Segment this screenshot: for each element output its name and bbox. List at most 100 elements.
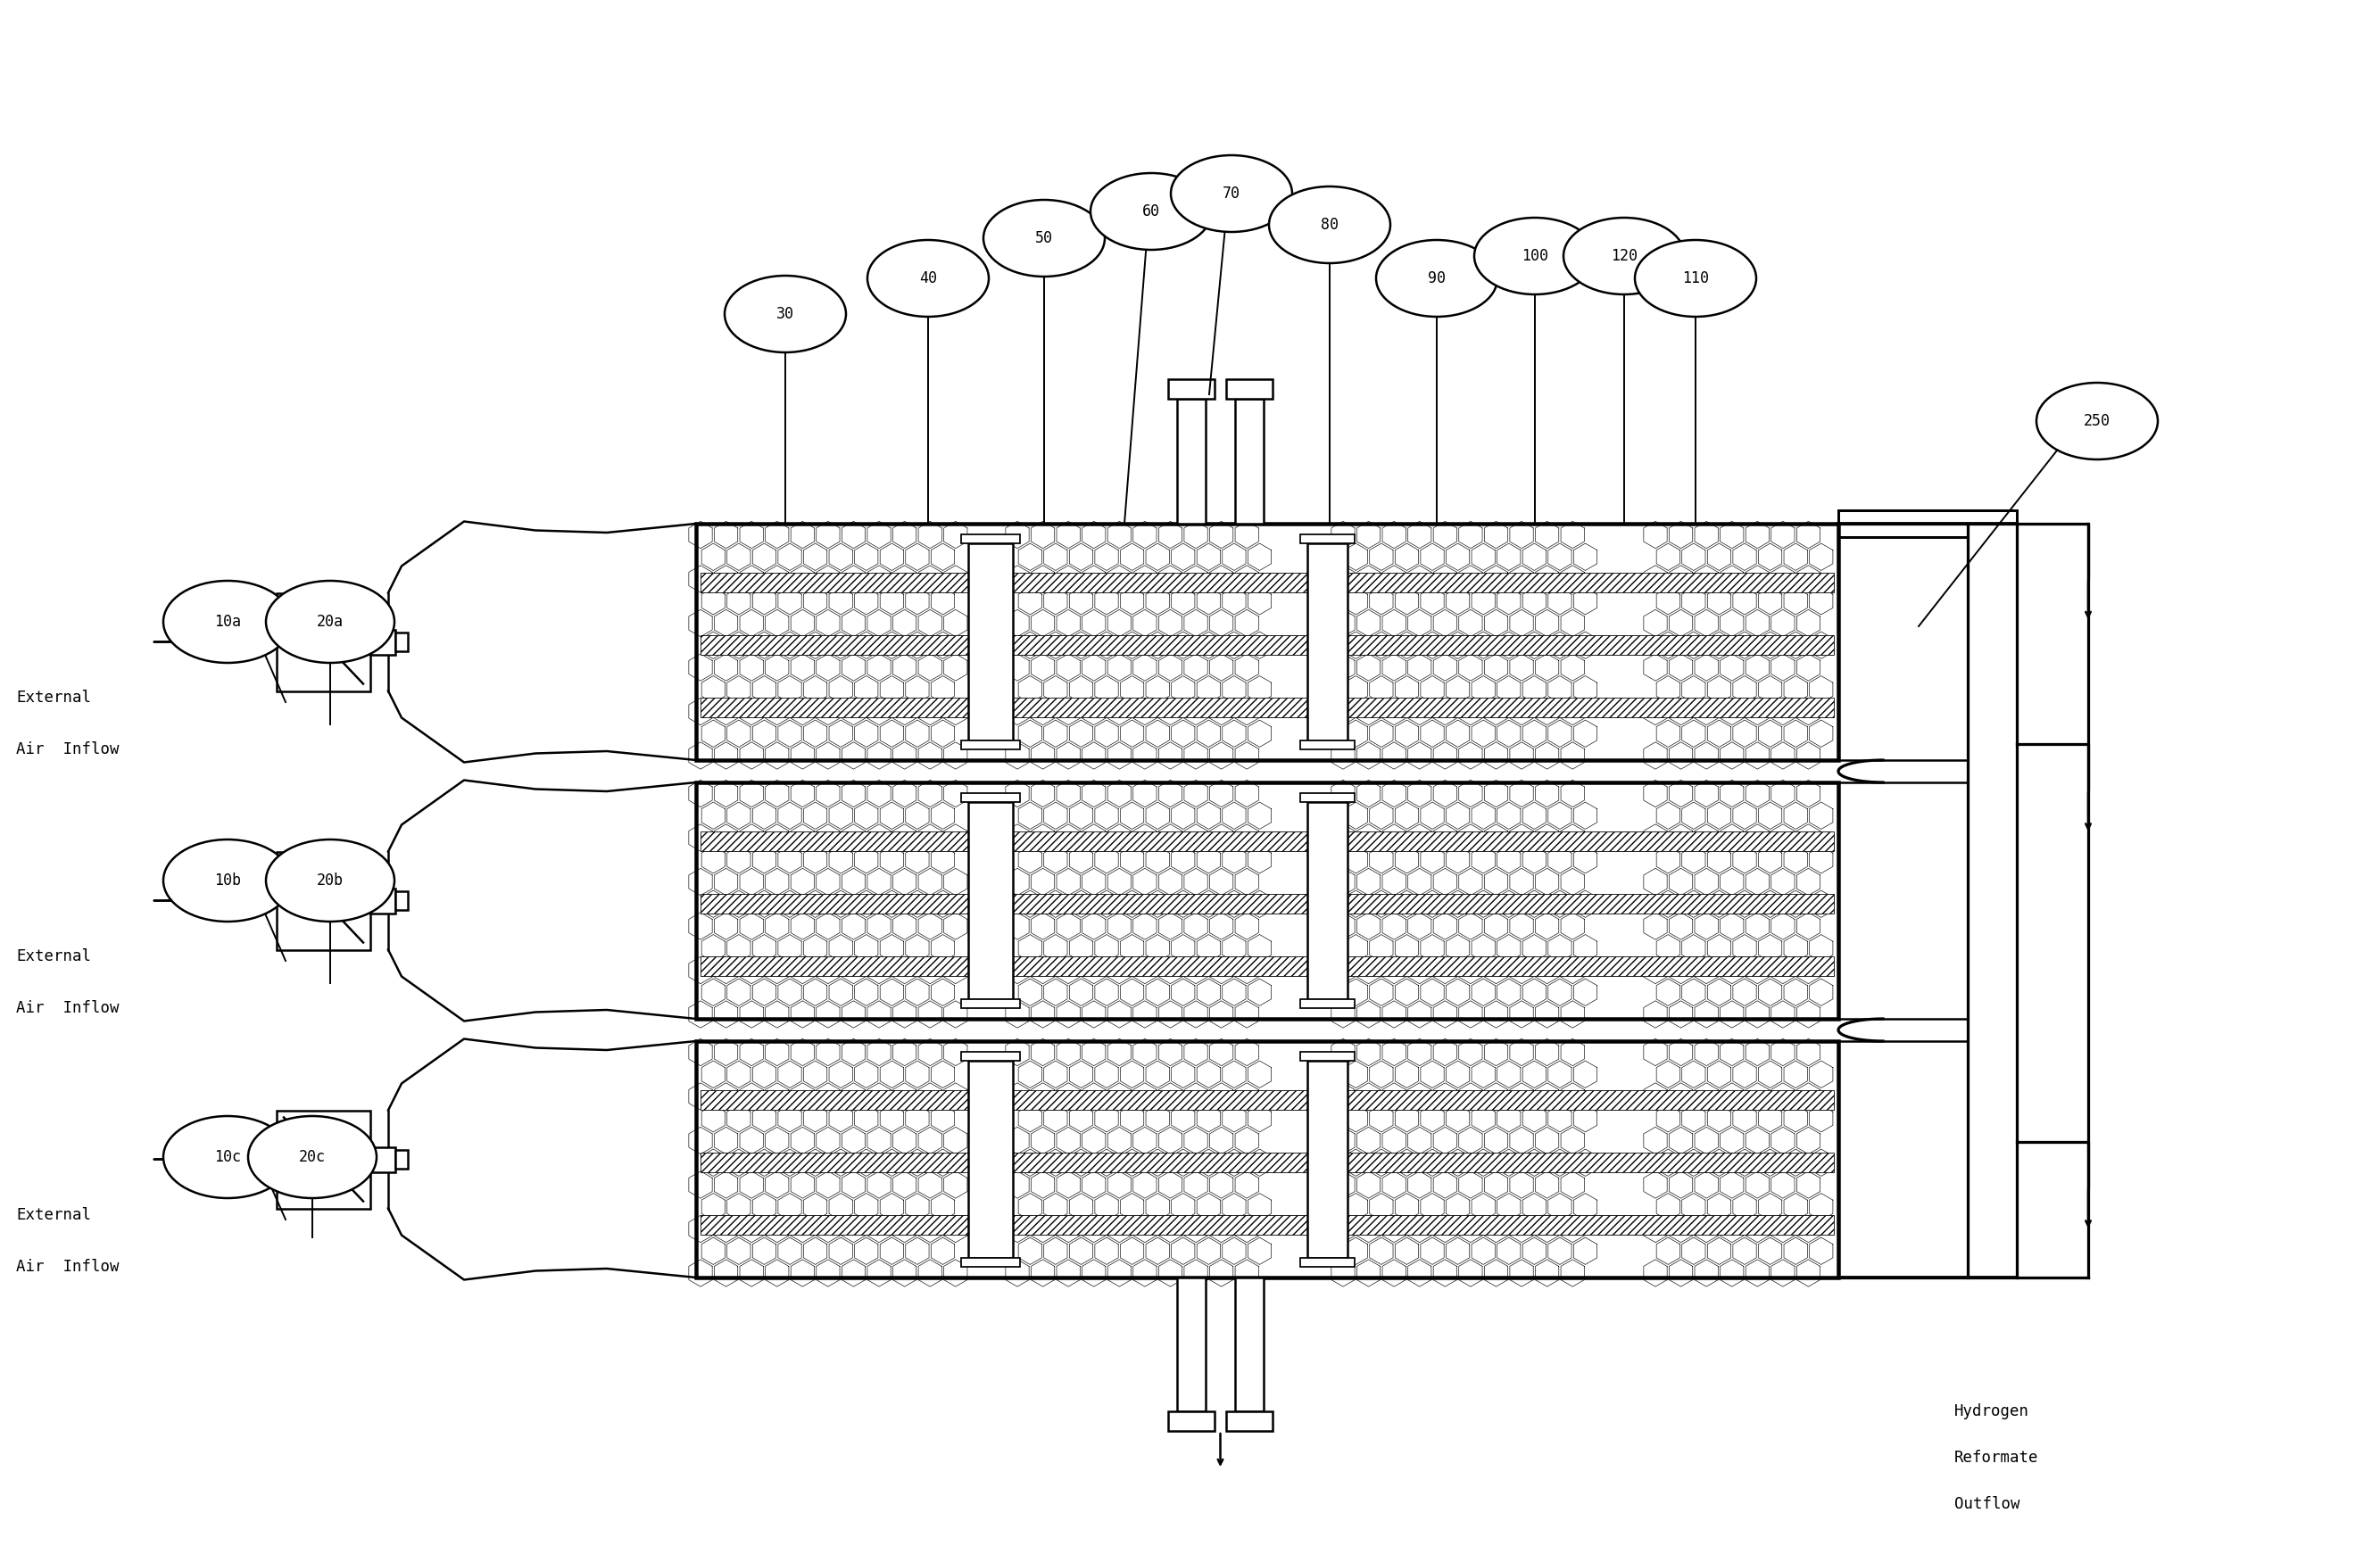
Text: 10c: 10c xyxy=(214,1149,240,1164)
Text: 100: 100 xyxy=(1521,249,1549,264)
Ellipse shape xyxy=(248,1116,376,1199)
Ellipse shape xyxy=(1376,241,1497,317)
Bar xyxy=(962,535,1021,544)
Bar xyxy=(962,1052,1021,1061)
Bar xyxy=(1968,524,2016,1277)
Text: External: External xyxy=(17,949,90,964)
Bar xyxy=(395,1150,407,1169)
Bar xyxy=(700,957,1835,975)
Ellipse shape xyxy=(164,1116,293,1199)
Bar xyxy=(1235,399,1264,524)
Bar xyxy=(695,524,1837,760)
Bar xyxy=(1178,399,1207,524)
Bar xyxy=(276,852,371,950)
Text: Air  Inflow: Air Inflow xyxy=(17,1258,119,1275)
Bar xyxy=(1299,792,1354,802)
Ellipse shape xyxy=(267,839,395,922)
Bar xyxy=(695,524,1837,760)
Ellipse shape xyxy=(164,581,293,663)
Bar xyxy=(962,1258,1021,1268)
Polygon shape xyxy=(1837,1019,1883,1041)
Ellipse shape xyxy=(2037,383,2159,460)
Circle shape xyxy=(317,1152,331,1168)
Bar xyxy=(1307,544,1347,741)
Text: 250: 250 xyxy=(2085,413,2111,430)
Bar xyxy=(1178,1277,1207,1411)
Ellipse shape xyxy=(164,839,293,922)
Text: 20b: 20b xyxy=(317,872,343,888)
Bar xyxy=(700,635,1835,655)
Text: Air  Inflow: Air Inflow xyxy=(17,741,119,758)
Text: 110: 110 xyxy=(1683,270,1709,286)
Ellipse shape xyxy=(1564,217,1685,294)
Text: 10a: 10a xyxy=(214,614,240,630)
Bar xyxy=(1299,741,1354,749)
Bar xyxy=(1299,1052,1354,1061)
Bar xyxy=(1226,1411,1273,1432)
Bar xyxy=(1307,802,1347,999)
Bar xyxy=(700,697,1835,717)
Bar xyxy=(700,832,1835,852)
Bar xyxy=(1307,1061,1347,1258)
Bar xyxy=(962,741,1021,749)
Bar xyxy=(371,1147,395,1172)
Ellipse shape xyxy=(1635,241,1756,317)
Text: 30: 30 xyxy=(776,306,795,322)
Bar xyxy=(1226,380,1273,399)
Circle shape xyxy=(317,635,331,650)
Ellipse shape xyxy=(267,581,395,663)
Bar xyxy=(962,999,1021,1008)
Bar xyxy=(1299,535,1354,544)
Bar xyxy=(276,592,371,691)
Bar xyxy=(700,894,1835,913)
Bar xyxy=(1837,510,2016,538)
Text: Hydrogen: Hydrogen xyxy=(1954,1404,2030,1419)
Text: 70: 70 xyxy=(1223,186,1240,202)
Bar xyxy=(969,544,1014,741)
Bar xyxy=(1299,999,1354,1008)
Bar xyxy=(695,1041,1837,1277)
Bar xyxy=(1235,1277,1264,1411)
Bar xyxy=(700,572,1835,592)
Text: 60: 60 xyxy=(1142,203,1159,219)
Bar xyxy=(700,1089,1835,1110)
Ellipse shape xyxy=(724,275,845,352)
Text: External: External xyxy=(17,1207,90,1224)
Bar xyxy=(1169,1411,1214,1432)
Text: 40: 40 xyxy=(919,270,938,286)
Text: Reformate: Reformate xyxy=(1954,1450,2040,1466)
Ellipse shape xyxy=(866,241,988,317)
Ellipse shape xyxy=(983,200,1104,277)
Ellipse shape xyxy=(1473,217,1595,294)
Bar xyxy=(700,1214,1835,1235)
Text: 10b: 10b xyxy=(214,872,240,888)
Ellipse shape xyxy=(1171,155,1292,231)
Text: External: External xyxy=(17,689,90,705)
Bar xyxy=(371,888,395,913)
Bar xyxy=(371,630,395,655)
Text: 50: 50 xyxy=(1035,230,1052,247)
Bar xyxy=(969,1061,1014,1258)
Text: Air  Inflow: Air Inflow xyxy=(17,1000,119,1016)
Polygon shape xyxy=(1837,760,1883,783)
Bar xyxy=(395,633,407,652)
Text: 20a: 20a xyxy=(317,614,343,630)
Bar xyxy=(1169,380,1214,399)
Bar xyxy=(695,783,1837,1019)
Text: 80: 80 xyxy=(1321,217,1338,233)
Bar xyxy=(700,1152,1835,1172)
Bar xyxy=(695,783,1837,1019)
Bar xyxy=(969,802,1014,999)
Ellipse shape xyxy=(1090,173,1211,250)
Text: 120: 120 xyxy=(1611,249,1637,264)
Bar xyxy=(695,1041,1837,1277)
Circle shape xyxy=(317,892,331,908)
Bar xyxy=(962,792,1021,802)
Bar xyxy=(276,1110,371,1208)
Bar xyxy=(1299,1258,1354,1268)
Text: 20c: 20c xyxy=(300,1149,326,1164)
Ellipse shape xyxy=(1269,186,1390,263)
Text: Outflow: Outflow xyxy=(1954,1496,2021,1511)
Text: 90: 90 xyxy=(1428,270,1445,286)
Bar xyxy=(395,891,407,910)
